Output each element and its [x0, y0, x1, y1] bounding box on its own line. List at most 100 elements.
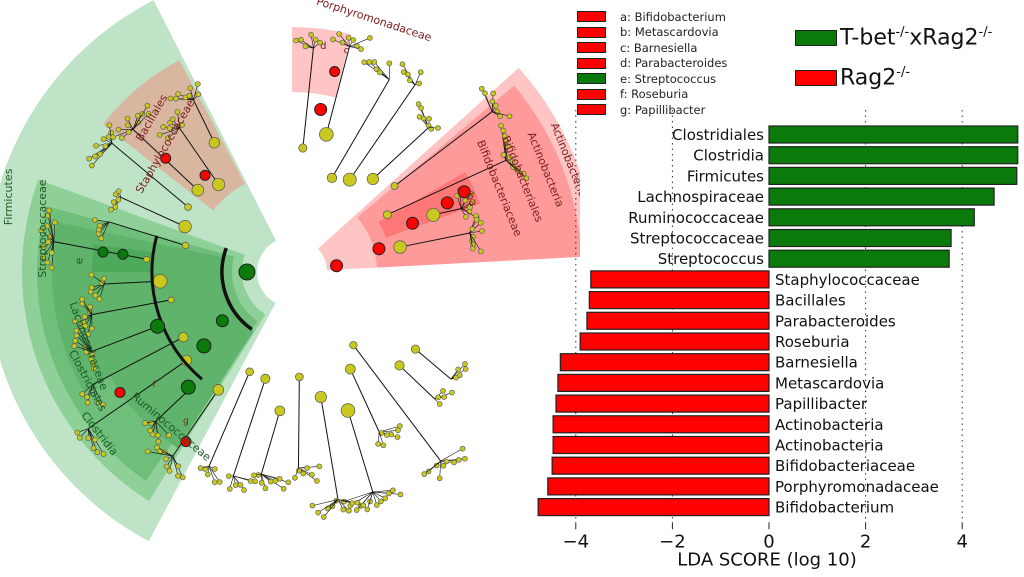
branch — [440, 459, 459, 462]
leaf-node — [88, 284, 95, 291]
leaf-node — [395, 427, 401, 434]
leaf-node — [93, 142, 99, 149]
bar — [768, 249, 950, 268]
leaf-node — [258, 479, 265, 486]
cladogram: Firmicutes Streptococcaceae eLachnospirace… — [0, 0, 580, 542]
node — [274, 405, 286, 417]
leaf-node — [86, 155, 92, 162]
leaf-node — [94, 399, 100, 406]
leaf-node — [353, 507, 360, 513]
leaf-node — [89, 162, 95, 169]
leaf-node — [386, 60, 393, 67]
branch — [92, 384, 104, 405]
node — [319, 127, 334, 142]
branch-arc — [150, 235, 203, 381]
leaf-node — [463, 214, 469, 220]
branch — [82, 324, 93, 352]
leaf-node — [292, 475, 298, 481]
branch — [88, 359, 187, 430]
branch — [349, 84, 416, 180]
leaf-node — [455, 366, 461, 373]
node — [184, 203, 192, 211]
node — [340, 403, 356, 418]
legend-label: a: Bifidobacterium — [620, 9, 726, 24]
leaf-node — [384, 432, 390, 438]
legend-label: g: Papillibacter — [620, 102, 706, 117]
branch — [109, 125, 113, 144]
leaf-node — [174, 109, 181, 115]
leaf-node — [166, 125, 173, 132]
leaf-node — [232, 482, 239, 488]
group-label: Rag2-/- — [840, 65, 911, 91]
leaf-node — [373, 66, 380, 72]
leaf-node — [110, 134, 116, 141]
leaf-node — [175, 473, 181, 479]
leaf-node — [112, 204, 119, 210]
legend-swatch — [577, 88, 606, 100]
biomarker-node — [406, 216, 420, 230]
branch — [317, 499, 339, 513]
branch — [159, 128, 180, 136]
leaf-node — [400, 69, 407, 75]
leaf-node — [115, 196, 122, 203]
bar — [768, 208, 975, 227]
biomarker-node — [440, 196, 454, 210]
legend-swatch — [577, 104, 606, 116]
legend-swatch — [577, 57, 606, 69]
leaf-node — [197, 465, 204, 471]
leaf-node — [96, 296, 103, 302]
legend-swatch — [577, 73, 606, 85]
bar-label: Ruminococcaceae — [628, 209, 764, 227]
clade-label: ba — [463, 191, 480, 209]
leaf-node — [435, 125, 441, 131]
branch — [399, 232, 470, 248]
x-tick-label: 0 — [763, 531, 774, 552]
branch — [260, 410, 281, 475]
x-tick-label: −2 — [659, 531, 686, 552]
bar — [768, 146, 1019, 165]
leaf-node — [38, 227, 44, 234]
leaf-node — [247, 478, 254, 484]
bar — [552, 415, 770, 434]
leaf-node — [163, 456, 169, 462]
leaf-node — [382, 495, 389, 502]
leaf-node — [317, 39, 323, 46]
biomarker-node — [180, 436, 192, 448]
leaf-node — [309, 471, 315, 478]
biomarker-node — [150, 318, 166, 334]
bar — [555, 394, 770, 413]
biomarker-node — [180, 379, 196, 395]
branch — [40, 230, 55, 242]
leaf-node — [165, 135, 171, 141]
leaf-node — [80, 318, 87, 325]
branch — [76, 330, 93, 352]
leaf-node — [523, 175, 530, 182]
leaf-node — [336, 31, 342, 37]
clade-label: c — [344, 46, 350, 57]
leaf-node — [98, 235, 105, 242]
leaf-node — [101, 275, 107, 282]
node — [298, 143, 308, 153]
leaf-node — [490, 90, 496, 97]
leaf-node — [510, 164, 516, 170]
group-legend-item: T-bet-/-xRag2-/- — [795, 18, 992, 58]
leaf-node — [225, 473, 232, 479]
bar-label: Metascardovia — [775, 374, 884, 392]
branch — [74, 345, 92, 352]
leaf-node — [211, 466, 218, 472]
taxa-key-legend: a: Bifidobacterium b: Metascardovia c: B… — [577, 9, 727, 118]
group-legend-item: Rag2-/- — [795, 58, 992, 98]
leaf-node — [441, 394, 448, 400]
bar-label: Streptococcaceae — [630, 230, 764, 248]
branch — [111, 142, 189, 208]
leaf-node — [102, 143, 109, 149]
leaf-node — [479, 228, 485, 234]
leaf-node — [108, 206, 114, 213]
node — [212, 384, 225, 396]
leaf-node — [349, 500, 356, 506]
leaf-node — [45, 239, 51, 245]
biomarker-node — [160, 152, 172, 164]
branch — [297, 376, 300, 468]
branch — [440, 448, 463, 462]
node — [167, 296, 175, 304]
